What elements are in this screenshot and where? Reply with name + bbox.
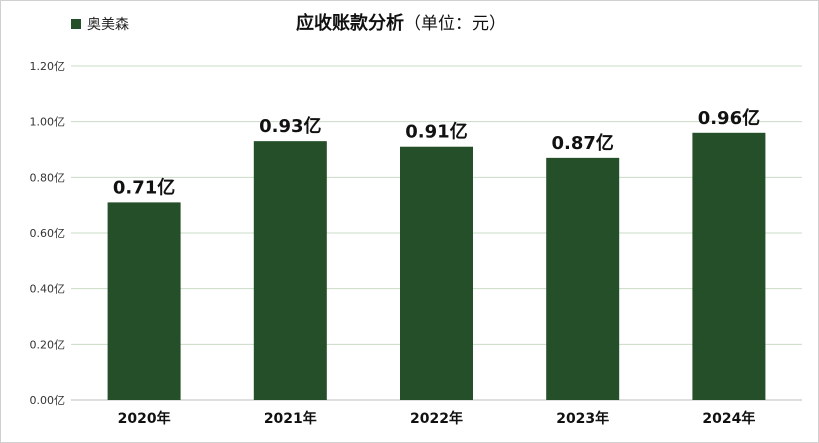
chart-subtitle: （单位：元）	[404, 14, 506, 34]
data-label: 0.87亿	[551, 132, 613, 154]
y-tick-label: 0.20亿	[30, 338, 66, 351]
legend: 奥美森	[71, 14, 129, 34]
data-labels: 0.71亿 0.93亿 0.91亿 0.87亿 0.96亿	[113, 107, 760, 199]
y-tick-label: 0.60亿	[30, 227, 66, 240]
y-tick-label: 0.40亿	[30, 283, 66, 296]
x-tick-label: 2023年	[556, 410, 609, 427]
chart-title: 应收账款分析	[296, 13, 404, 34]
bars	[107, 132, 766, 401]
y-tick-label: 1.20亿	[30, 60, 66, 73]
y-axis: 0.00亿 0.20亿 0.40亿 0.60亿 0.80亿 1.00亿 1.20亿	[30, 60, 66, 407]
x-tick-label: 2021年	[264, 410, 317, 427]
data-label: 0.93亿	[259, 115, 321, 137]
legend-swatch	[71, 19, 81, 29]
bar	[692, 132, 766, 401]
y-tick-label: 0.00亿	[30, 394, 66, 407]
bar	[400, 146, 473, 400]
chart-title-block: 应收账款分析（单位：元）	[296, 9, 506, 35]
legend-label: 奥美森	[87, 17, 129, 33]
x-tick-label: 2022年	[410, 410, 463, 427]
data-label: 0.71亿	[113, 176, 175, 198]
y-tick-label: 0.80亿	[30, 171, 66, 184]
bar	[107, 202, 181, 400]
data-label: 0.96亿	[698, 107, 760, 129]
y-tick-label: 1.00亿	[30, 116, 66, 129]
bar	[253, 141, 327, 400]
bar	[546, 157, 620, 400]
x-axis: 2020年 2021年 2022年 2023年 2024年	[118, 410, 756, 427]
x-tick-label: 2020年	[118, 410, 171, 427]
x-tick-label: 2024年	[702, 410, 755, 427]
data-label: 0.91亿	[405, 121, 467, 143]
